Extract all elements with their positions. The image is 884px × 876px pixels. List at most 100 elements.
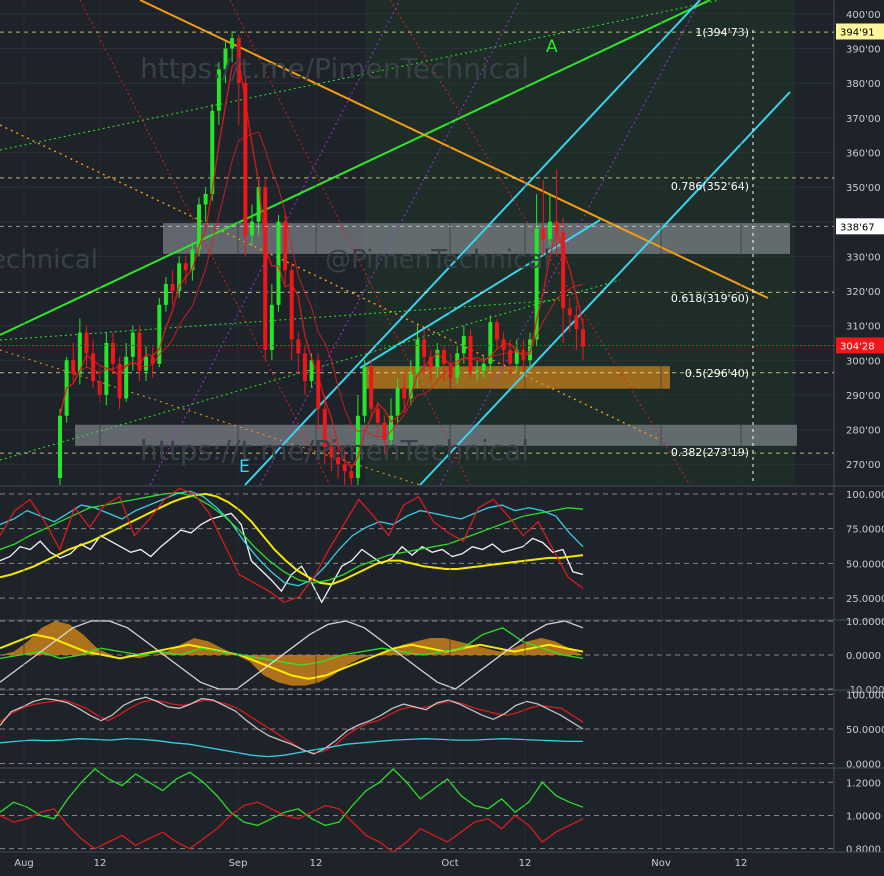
y-tick-label: 75.0000 [846, 525, 884, 536]
trendline [0, 299, 561, 341]
candle-body [163, 284, 168, 305]
x-tick-label: 12 [94, 858, 107, 869]
oscillator-pane-4[interactable]: 0.8000 1.0000 1.2000 [0, 767, 884, 856]
candle-body [256, 187, 261, 222]
y-tick-label: 100.0000 [846, 490, 884, 501]
moving-average [59, 58, 584, 469]
oscillator-pane-3[interactable]: 0.0000 50.0000 100.0000 [0, 689, 884, 771]
candle-body [375, 408, 380, 423]
candle-body [428, 356, 433, 368]
oscillator-line [0, 487, 584, 604]
y-tick-label: 1.2000 [846, 778, 881, 789]
candle-body [567, 308, 572, 316]
y-tick-label: 400'00 [846, 10, 881, 21]
y-tick-label: 0.8000 [846, 845, 881, 856]
x-tick-label: 12 [519, 858, 532, 869]
fib-label: 1(394'73) [695, 26, 749, 39]
candle-body [455, 353, 460, 378]
trendline [259, 0, 521, 486]
candle-body [210, 110, 215, 194]
candle-body [561, 232, 566, 309]
fib-label: 0.5(296'40) [685, 367, 749, 380]
y-tick-label: 320'00 [846, 287, 881, 298]
wave-label-a: A [546, 37, 558, 57]
candle-body [435, 349, 440, 368]
candle-body [91, 353, 96, 382]
candle-body [144, 356, 149, 371]
candle-body [541, 228, 546, 240]
trendline [0, 124, 661, 441]
channel-cyan-mid [359, 219, 601, 369]
candle-body [448, 363, 453, 378]
oscillator-line [0, 492, 584, 586]
channel-cyan-lower [419, 91, 791, 486]
candle-body [197, 204, 202, 250]
oscillator-line [0, 699, 584, 754]
candle-body [157, 304, 162, 364]
candle-body [124, 356, 129, 399]
price-tag-box [836, 23, 884, 40]
candle-body [362, 367, 367, 416]
price-tag-box [836, 218, 884, 235]
candle-body [369, 367, 374, 409]
candle-body [269, 304, 274, 350]
trendline-orange [139, 0, 769, 299]
candle-body [177, 263, 182, 291]
oscillator-line [0, 801, 584, 853]
price-tag-box [836, 337, 884, 354]
watermark-text: echnical [0, 245, 98, 275]
candle-body [77, 332, 82, 375]
candle-body [402, 388, 407, 399]
candle-body [283, 221, 288, 271]
trendline [229, 0, 471, 486]
y-tick-label: 1.0000 [846, 811, 881, 822]
y-tick-label: 300'00 [846, 356, 881, 367]
candle-body [514, 349, 519, 364]
oscillator-pane-1[interactable]: 25.0000 50.0000 75.0000 100.0000 [0, 485, 884, 605]
candle-body [84, 332, 89, 354]
y-tick-label: 390'00 [846, 45, 881, 56]
watermark-text: @PimenTechnical [325, 245, 551, 275]
y-tick-label: 10.0000 [846, 617, 884, 628]
candle-body [203, 194, 208, 205]
candle-body [389, 415, 393, 440]
time-axis-band [0, 852, 884, 876]
y-tick-label: 25.0000 [846, 594, 884, 605]
candle-body [216, 69, 221, 111]
candle-body [329, 446, 334, 458]
candle-body [481, 363, 486, 371]
zone-support-low [75, 424, 797, 446]
y-tick-label: 360'00 [846, 148, 881, 159]
fib-label: 0.618(319'60) [671, 292, 749, 305]
trendline [149, 0, 401, 486]
price-tag-label: 394'91 [840, 27, 875, 38]
y-tick-label: 50.0000 [846, 559, 884, 570]
candle-body [415, 339, 420, 375]
candle-body [534, 228, 539, 340]
candle-body [342, 464, 347, 472]
oscillator-line [0, 620, 584, 690]
candle-body [547, 221, 552, 240]
candle-body [243, 83, 248, 236]
candle-body [494, 322, 499, 340]
candle-body [336, 457, 341, 465]
candle-body [117, 363, 122, 399]
candle-body [382, 422, 387, 440]
y-tick-label: 330'00 [846, 252, 881, 263]
candle-body [441, 349, 446, 364]
candle-body [408, 374, 413, 399]
candle-body [508, 349, 513, 364]
oscillator-line [0, 633, 584, 680]
candle-body [263, 187, 268, 350]
candle-body [521, 349, 526, 361]
candle-body [137, 332, 142, 371]
candle-body [395, 388, 400, 416]
y-tick-label: 290'00 [846, 391, 881, 402]
trendline [389, 0, 691, 486]
trendline [439, 0, 701, 486]
channel-cyan-upper [244, 0, 701, 486]
candle-body [422, 339, 427, 357]
